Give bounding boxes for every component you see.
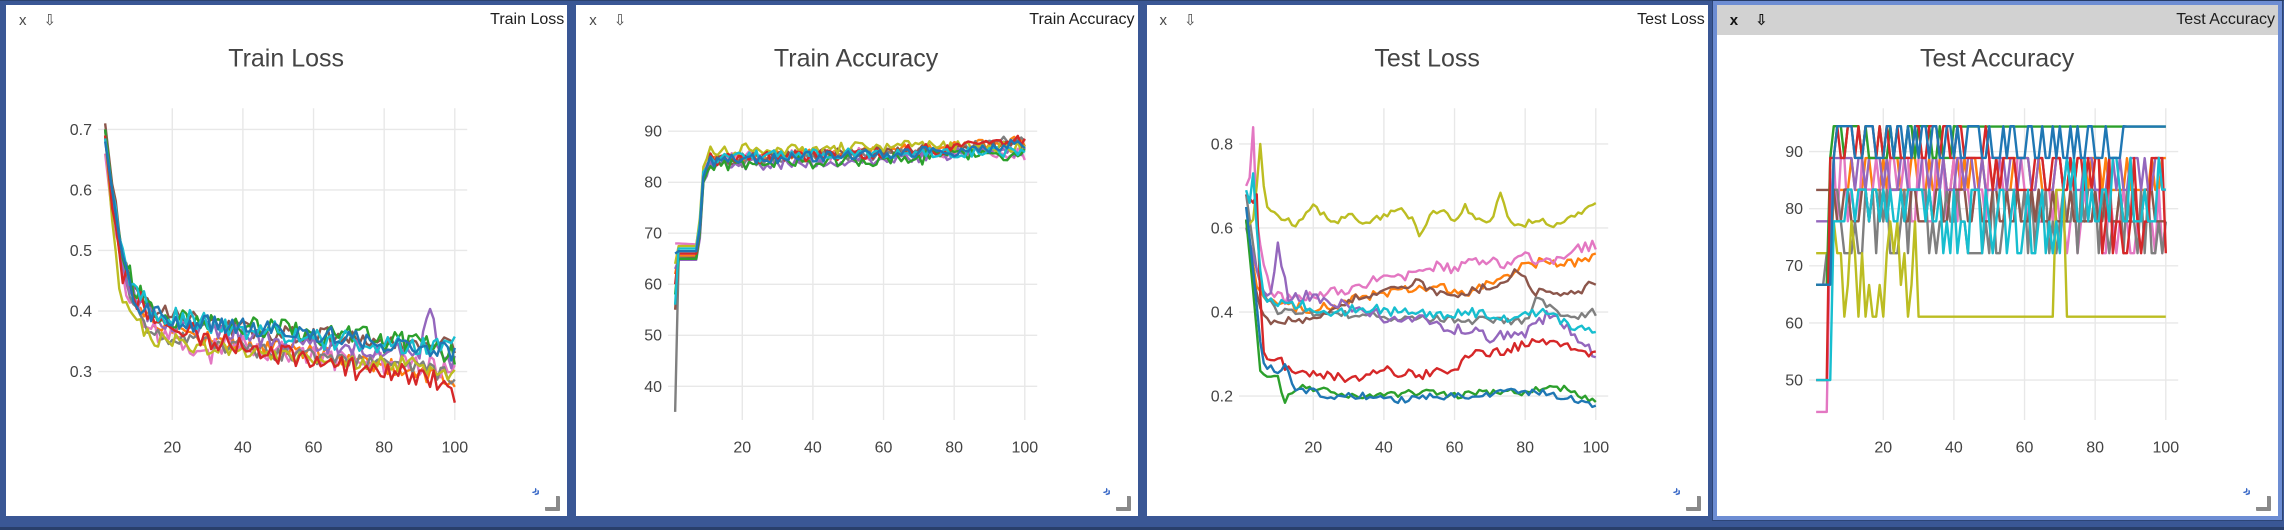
download-icon[interactable]: ⇩ (1755, 10, 1768, 29)
pane-train-accuracy: x ⇩ Train Accuracy 20 40 60 80 100 40 50 60 70 80… (576, 5, 1138, 516)
svg-text:70: 70 (1785, 258, 1803, 275)
pane-test-accuracy: x ⇩ Test Accuracy 20 40 60 80 100 50 60 70 80 90 T… (1716, 5, 2278, 516)
svg-text:60: 60 (875, 440, 893, 457)
svg-text:80: 80 (644, 175, 662, 192)
svg-text:80: 80 (1785, 201, 1803, 218)
svg-text:100: 100 (441, 440, 468, 457)
svg-text:40: 40 (804, 440, 822, 457)
titlebar-test-accuracy[interactable]: x ⇩ Test Accuracy (1716, 5, 2278, 35)
svg-text:80: 80 (1516, 440, 1534, 457)
pane-resize-corner[interactable]: » (529, 482, 561, 511)
svg-text:0.2: 0.2 (1210, 389, 1232, 406)
svg-text:0.7: 0.7 (70, 122, 92, 139)
svg-text:60: 60 (1445, 440, 1463, 457)
svg-text:50: 50 (1785, 373, 1803, 390)
svg-text:0.4: 0.4 (1210, 305, 1232, 322)
close-icon[interactable]: x (1729, 11, 1739, 29)
svg-text:70: 70 (644, 226, 662, 243)
svg-text:0.6: 0.6 (70, 183, 92, 200)
svg-text:60: 60 (2015, 440, 2033, 457)
svg-text:20: 20 (163, 440, 181, 457)
svg-text:60: 60 (1785, 315, 1803, 332)
svg-text:0.3: 0.3 (70, 364, 92, 381)
close-icon[interactable]: x (1159, 11, 1168, 29)
svg-text:Test Loss: Test Loss (1374, 45, 1480, 73)
svg-text:50: 50 (644, 328, 662, 345)
download-icon[interactable]: ⇩ (1184, 10, 1197, 29)
svg-text:40: 40 (1375, 440, 1393, 457)
svg-text:80: 80 (946, 440, 964, 457)
pane-bar-title: Test Loss (1637, 11, 1705, 28)
resize-handle-icon[interactable] (2256, 496, 2271, 511)
train-loss-chart-canvas: 20 40 60 80 100 0.3 0.4 0.5 0.6 0.7 Train Loss (70, 45, 468, 457)
chart-train-loss: 20 40 60 80 100 0.3 0.4 0.5 0.6 0.7 Train Loss (6, 35, 567, 516)
svg-text:40: 40 (234, 440, 252, 457)
svg-text:100: 100 (1582, 440, 1609, 457)
titlebar-test-loss[interactable]: x ⇩ Test Loss (1146, 5, 1708, 35)
chart-train-accuracy: 20 40 60 80 100 40 50 60 70 80 90 Train Accuracy (576, 35, 1137, 516)
pane-resize-corner[interactable]: » (1670, 482, 1701, 511)
pane-bar-title: Train Accuracy (1029, 11, 1135, 28)
pane-bar-title: Train Loss (490, 11, 565, 28)
svg-text:90: 90 (1785, 144, 1803, 161)
svg-text:20: 20 (1304, 440, 1322, 457)
download-icon[interactable]: ⇩ (613, 10, 627, 29)
svg-text:20: 20 (1874, 440, 1892, 457)
svg-text:100: 100 (1012, 440, 1039, 457)
resize-handle-icon[interactable] (1115, 496, 1131, 511)
chart-test-accuracy: 20 40 60 80 100 50 60 70 80 90 Test Accuracy (1717, 35, 2278, 516)
svg-text:90: 90 (644, 124, 662, 141)
test-accuracy-chart-canvas: 20 40 60 80 100 50 60 70 80 90 Test Accuracy (1785, 45, 2179, 457)
test-loss-chart-canvas: 20 40 60 80 100 0.2 0.4 0.6 0.8 Test Loss (1210, 45, 1609, 457)
svg-text:40: 40 (1945, 440, 1963, 457)
svg-text:60: 60 (305, 440, 323, 457)
pane-resize-corner[interactable]: » (2240, 482, 2271, 511)
close-icon[interactable]: x (19, 11, 27, 29)
svg-text:Train Accuracy: Train Accuracy (774, 45, 939, 73)
pane-test-loss: x ⇩ Test Loss 20 40 60 80 100 0.2 0.4 0.6 0.8 Tes… (1146, 5, 1708, 516)
resize-handle-icon[interactable] (545, 496, 561, 511)
download-icon[interactable]: ⇩ (43, 10, 57, 29)
close-icon[interactable]: x (589, 11, 597, 29)
svg-text:0.4: 0.4 (70, 304, 92, 321)
chart-test-loss: 20 40 60 80 100 0.2 0.4 0.6 0.8 Test Loss (1147, 35, 1708, 516)
pane-bar-title: Test Accuracy (2176, 11, 2275, 28)
svg-text:Train Loss: Train Loss (228, 45, 344, 73)
titlebar-train-accuracy[interactable]: x ⇩ Train Accuracy (576, 5, 1138, 35)
svg-text:60: 60 (644, 277, 662, 294)
svg-text:40: 40 (644, 379, 662, 396)
svg-text:80: 80 (2086, 440, 2104, 457)
svg-text:20: 20 (734, 440, 752, 457)
pane-train-loss: x ⇩ Train Loss 20 40 60 80 100 0.3 0.4 0.5 0.6 0.… (6, 5, 568, 516)
resize-handle-icon[interactable] (1685, 496, 1701, 511)
train-accuracy-chart-canvas: 20 40 60 80 100 40 50 60 70 80 90 Train Accuracy (644, 45, 1039, 457)
pane-resize-corner[interactable]: » (1099, 482, 1131, 511)
svg-text:80: 80 (375, 440, 393, 457)
svg-text:Test Accuracy: Test Accuracy (1920, 45, 2075, 73)
svg-text:100: 100 (2152, 440, 2179, 457)
svg-text:0.5: 0.5 (70, 243, 92, 260)
titlebar-train-loss[interactable]: x ⇩ Train Loss (6, 5, 568, 35)
svg-text:0.8: 0.8 (1210, 136, 1232, 153)
svg-text:0.6: 0.6 (1210, 221, 1232, 238)
